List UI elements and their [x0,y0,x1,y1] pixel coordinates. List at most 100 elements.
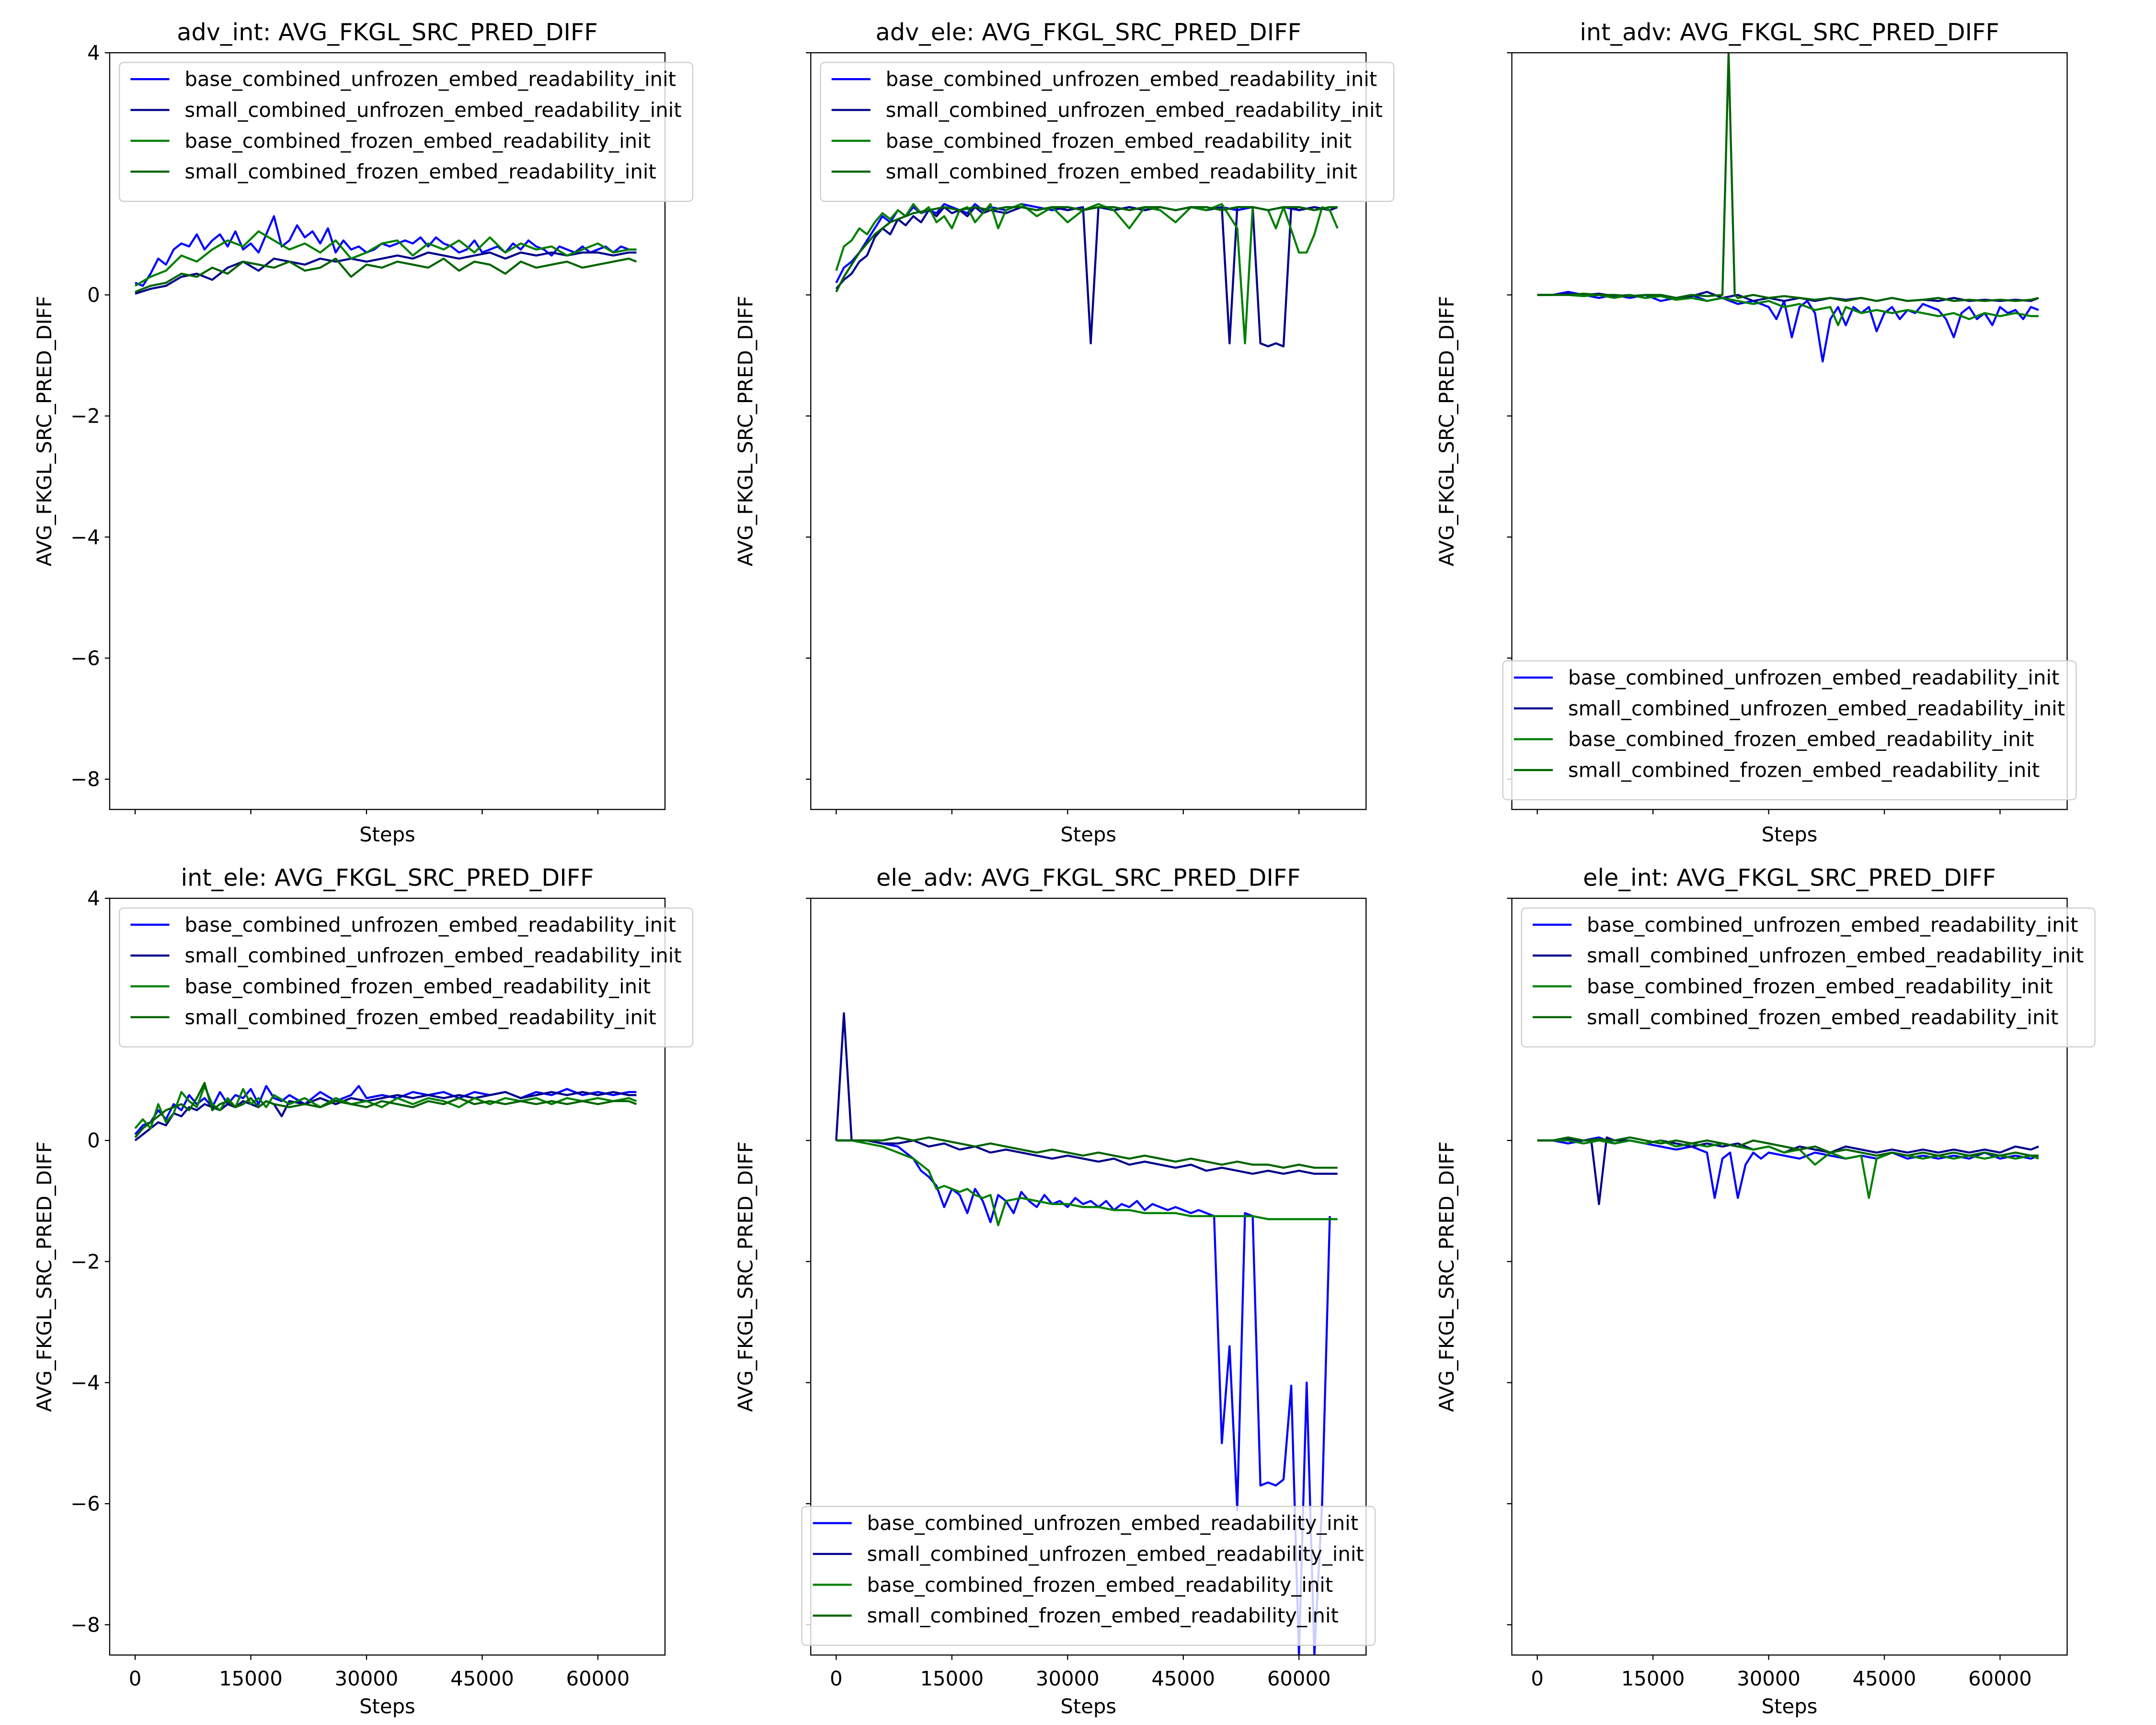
legend-label: base_combined_unfrozen_embed_readability… [1568,666,2060,690]
y-tick-label: 0 [87,1129,100,1152]
y-axis-label: AVG_FKGL_SRC_PRED_DIFF [33,296,56,566]
series-line-base_combined_unfrozen_embed_readability_init [135,215,637,287]
x-tick-label: 15000 [1621,1667,1685,1690]
legend-label: small_combined_frozen_embed_readability_… [184,1005,656,1029]
series-lines [835,1012,1338,1655]
x-axis-label: Steps [1762,823,1818,846]
series-line-small_combined_frozen_embed_readability_init [135,257,637,293]
x-tick-label: 30000 [1036,1667,1100,1690]
axes-frame [1511,52,2068,810]
legend-box [1502,660,2077,801]
x-axis-label: Steps [359,823,415,846]
x-axis-label: Steps [1762,1695,1818,1718]
y-tick-label: 0 [87,283,100,307]
series-line-small_combined_unfrozen_embed_readability_init [135,251,637,295]
y-axis-label: AVG_FKGL_SRC_PRED_DIFF [1435,296,1458,566]
y-axis-label: AVG_FKGL_SRC_PRED_DIFF [1435,1141,1458,1412]
legend-label: small_combined_frozen_embed_readability_… [886,160,1357,184]
series-line-small_combined_unfrozen_embed_readability_init [835,206,1338,347]
series-lines [134,215,637,295]
y-tick-label: −6 [70,1492,100,1516]
x-tick-label: 45000 [450,1667,514,1690]
series-line-small_combined_frozen_embed_readability_init [836,1136,1338,1169]
x-tick-label: 60000 [1968,1667,2032,1690]
subplot-2: adv_ele: AVG_FKGL_SRC_PRED_DIFF Steps AVG_… [734,18,1395,846]
axes-frame [810,52,1367,810]
y-axis-label: AVG_FKGL_SRC_PRED_DIFF [734,296,757,566]
legend-label: base_combined_unfrozen_embed_readability… [1587,913,2078,936]
y-tick-label: −4 [70,1371,100,1394]
legend: base_combined_unfrozen_embed_readability… [1502,660,2077,801]
legend-label: base_combined_unfrozen_embed_readability… [184,913,676,936]
legend-label: base_combined_unfrozen_embed_readability… [184,68,676,91]
subplot-title: int_adv: AVG_FKGL_SRC_PRED_DIFF [1580,18,1999,46]
legend-label: base_combined_unfrozen_embed_readability… [867,1511,1359,1535]
x-tick-label: 0 [830,1667,843,1690]
x-axis-label: Steps [359,1695,415,1718]
axes-frame [1511,897,2068,1656]
subplot-3: int_adv: AVG_FKGL_SRC_PRED_DIFF Steps AVG_… [1435,18,2077,846]
series-line-base_combined_unfrozen_embed_readability_init [1537,290,2039,363]
y-tick-label: −6 [70,646,100,670]
x-axis-label: Steps [1060,823,1116,846]
legend-box [119,907,694,1047]
legend-label: small_combined_frozen_embed_readability_… [1568,759,2040,782]
series-line-small_combined_frozen_embed_readability_init [1537,53,2039,302]
subplot-1: adv_int: AVG_FKGL_SRC_PRED_DIFF −8 −6 −4 −2 0… [33,18,694,846]
legend: base_combined_unfrozen_embed_readability… [1521,907,2096,1047]
legend-label: small_combined_unfrozen_embed_readabilit… [184,944,681,967]
legend-label: base_combined_frozen_embed_readability_i… [184,129,651,152]
legend-label: small_combined_frozen_embed_readability_… [1587,1005,2058,1029]
x-tick-label: 0 [1531,1667,1544,1690]
series-lines [134,1081,637,1141]
legend-box [1521,907,2096,1047]
legend-label: base_combined_frozen_embed_readability_i… [886,129,1352,152]
axes-frame [810,897,1367,1656]
x-axis-label: Steps [1060,1695,1116,1718]
series-lines [1537,1136,2039,1205]
subplot-6: ele_int: AVG_FKGL_SRC_PRED_DIFF 0 15000 300… [1435,864,2096,1718]
legend-label: small_combined_unfrozen_embed_readabilit… [184,98,681,122]
legend-label: base_combined_frozen_embed_readability_i… [1568,727,2034,751]
subplot-title: ele_int: AVG_FKGL_SRC_PRED_DIFF [1583,864,1996,892]
x-tick-label: 45000 [1853,1667,1916,1690]
legend-label: base_combined_frozen_embed_readability_i… [184,975,651,998]
series-line-small_combined_unfrozen_embed_readability_init [835,1012,1338,1175]
x-tick-label: 45000 [1151,1667,1215,1690]
y-tick-label: −4 [70,525,100,549]
series-lines [835,203,1339,347]
y-tick-label: −8 [70,1613,100,1636]
axes-frame [109,897,666,1656]
y-axis-label: AVG_FKGL_SRC_PRED_DIFF [33,1141,56,1412]
legend-label: base_combined_frozen_embed_readability_i… [1587,975,2053,998]
x-tick-label: 60000 [566,1667,630,1690]
legend-label: small_combined_unfrozen_embed_readabilit… [1568,697,2065,720]
series-line-small_combined_frozen_embed_readability_init [1537,1136,2039,1157]
y-axis-label: AVG_FKGL_SRC_PRED_DIFF [734,1141,757,1412]
legend: base_combined_unfrozen_embed_readability… [820,62,1395,202]
legend: base_combined_unfrozen_embed_readability… [801,1506,1376,1646]
legend-label: base_combined_frozen_embed_readability_i… [867,1573,1333,1597]
legend: base_combined_unfrozen_embed_readability… [119,62,694,202]
subplot-title: adv_ele: AVG_FKGL_SRC_PRED_DIFF [876,18,1301,46]
y-tick-label: 4 [87,886,100,910]
y-tick-label: −8 [70,768,100,791]
subplot-5: ele_adv: AVG_FKGL_SRC_PRED_DIFF 0 15000 300… [734,864,1376,1718]
axes-frame [109,52,666,810]
legend-label: small_combined_unfrozen_embed_readabilit… [867,1542,1364,1566]
series-line-base_combined_frozen_embed_readability_init [134,230,637,287]
legend-label: small_combined_frozen_embed_readability_… [867,1604,1339,1627]
legend-label: small_combined_frozen_embed_readability_… [184,160,656,184]
legend-label: small_combined_unfrozen_embed_readabilit… [886,98,1383,122]
series-line-base_combined_frozen_embed_readability_init [836,1139,1338,1227]
series-line-small_combined_frozen_embed_readability_init [134,1081,637,1138]
x-tick-label: 15000 [219,1667,283,1690]
x-tick-label: 0 [129,1667,142,1690]
x-tick-label: 30000 [335,1667,399,1690]
y-tick-label: −2 [70,404,100,428]
subplot-title: int_ele: AVG_FKGL_SRC_PRED_DIFF [181,864,594,892]
legend-label: small_combined_unfrozen_embed_readabilit… [1587,944,2084,967]
legend-box [801,1506,1376,1646]
y-tick-label: 4 [87,41,100,65]
